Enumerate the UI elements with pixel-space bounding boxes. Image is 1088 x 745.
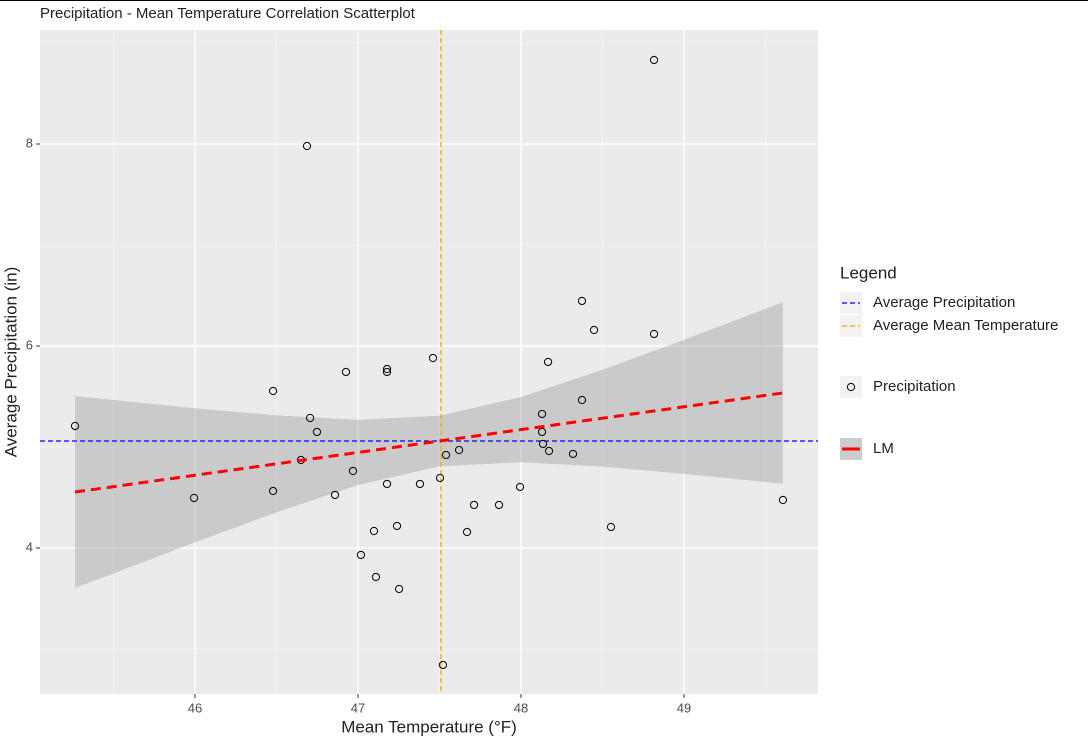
chart-title: Precipitation - Mean Temperature Correla… — [40, 5, 416, 22]
data-point — [606, 522, 616, 532]
legend-symbol — [846, 382, 856, 392]
y-axis-title: Average Precipitation (in) — [1, 267, 20, 458]
data-point — [515, 482, 525, 492]
data-point — [268, 486, 278, 496]
data-point — [438, 660, 448, 670]
data-point — [382, 367, 392, 377]
data-point — [305, 413, 315, 423]
data-point — [392, 521, 402, 531]
fit-line — [74, 391, 784, 494]
x-axis-title: Mean Temperature (°F) — [341, 717, 517, 736]
data-point — [469, 500, 479, 510]
x-tick-label: 49 — [677, 700, 691, 715]
legend-label: Average Precipitation — [873, 294, 1015, 311]
data-point — [778, 495, 788, 505]
data-point — [568, 449, 578, 459]
legend-key — [840, 376, 862, 398]
data-point — [302, 141, 312, 151]
data-point — [70, 421, 80, 431]
data-point — [415, 479, 425, 489]
data-point — [589, 325, 599, 335]
y-tick-label: 8 — [26, 135, 33, 150]
y-tick-label: 4 — [26, 539, 33, 554]
data-point — [538, 439, 548, 449]
data-point — [369, 526, 379, 536]
data-point — [312, 427, 322, 437]
data-point — [441, 450, 451, 460]
data-point — [382, 479, 392, 489]
legend-label: LM — [873, 440, 894, 457]
x-tick-label: 48 — [514, 700, 528, 715]
data-point — [341, 367, 351, 377]
data-point — [462, 527, 472, 537]
data-point — [435, 473, 445, 483]
data-point — [394, 584, 404, 594]
data-point — [577, 395, 587, 405]
data-point — [649, 329, 659, 339]
data-point — [330, 490, 340, 500]
data-point — [649, 55, 659, 65]
legend-title: Legend — [840, 263, 897, 282]
legend-label: Average Mean Temperature — [873, 317, 1058, 334]
data-point — [494, 500, 504, 510]
y-tick-label: 6 — [26, 337, 33, 352]
data-point — [577, 296, 587, 306]
data-point — [543, 357, 553, 367]
data-point — [371, 572, 381, 582]
data-point — [382, 364, 392, 374]
confidence-band — [75, 302, 783, 588]
data-point — [268, 386, 278, 396]
data-point — [537, 409, 547, 419]
data-point — [537, 427, 547, 437]
data-point — [348, 466, 358, 476]
data-point — [454, 445, 464, 455]
data-point — [544, 446, 554, 456]
data-point — [428, 353, 438, 363]
x-tick-label: 46 — [188, 700, 202, 715]
legend-label: Precipitation — [873, 378, 956, 395]
x-tick-label: 47 — [351, 700, 365, 715]
data-point — [356, 550, 366, 560]
data-point — [189, 493, 199, 503]
plot-panel — [40, 30, 818, 694]
